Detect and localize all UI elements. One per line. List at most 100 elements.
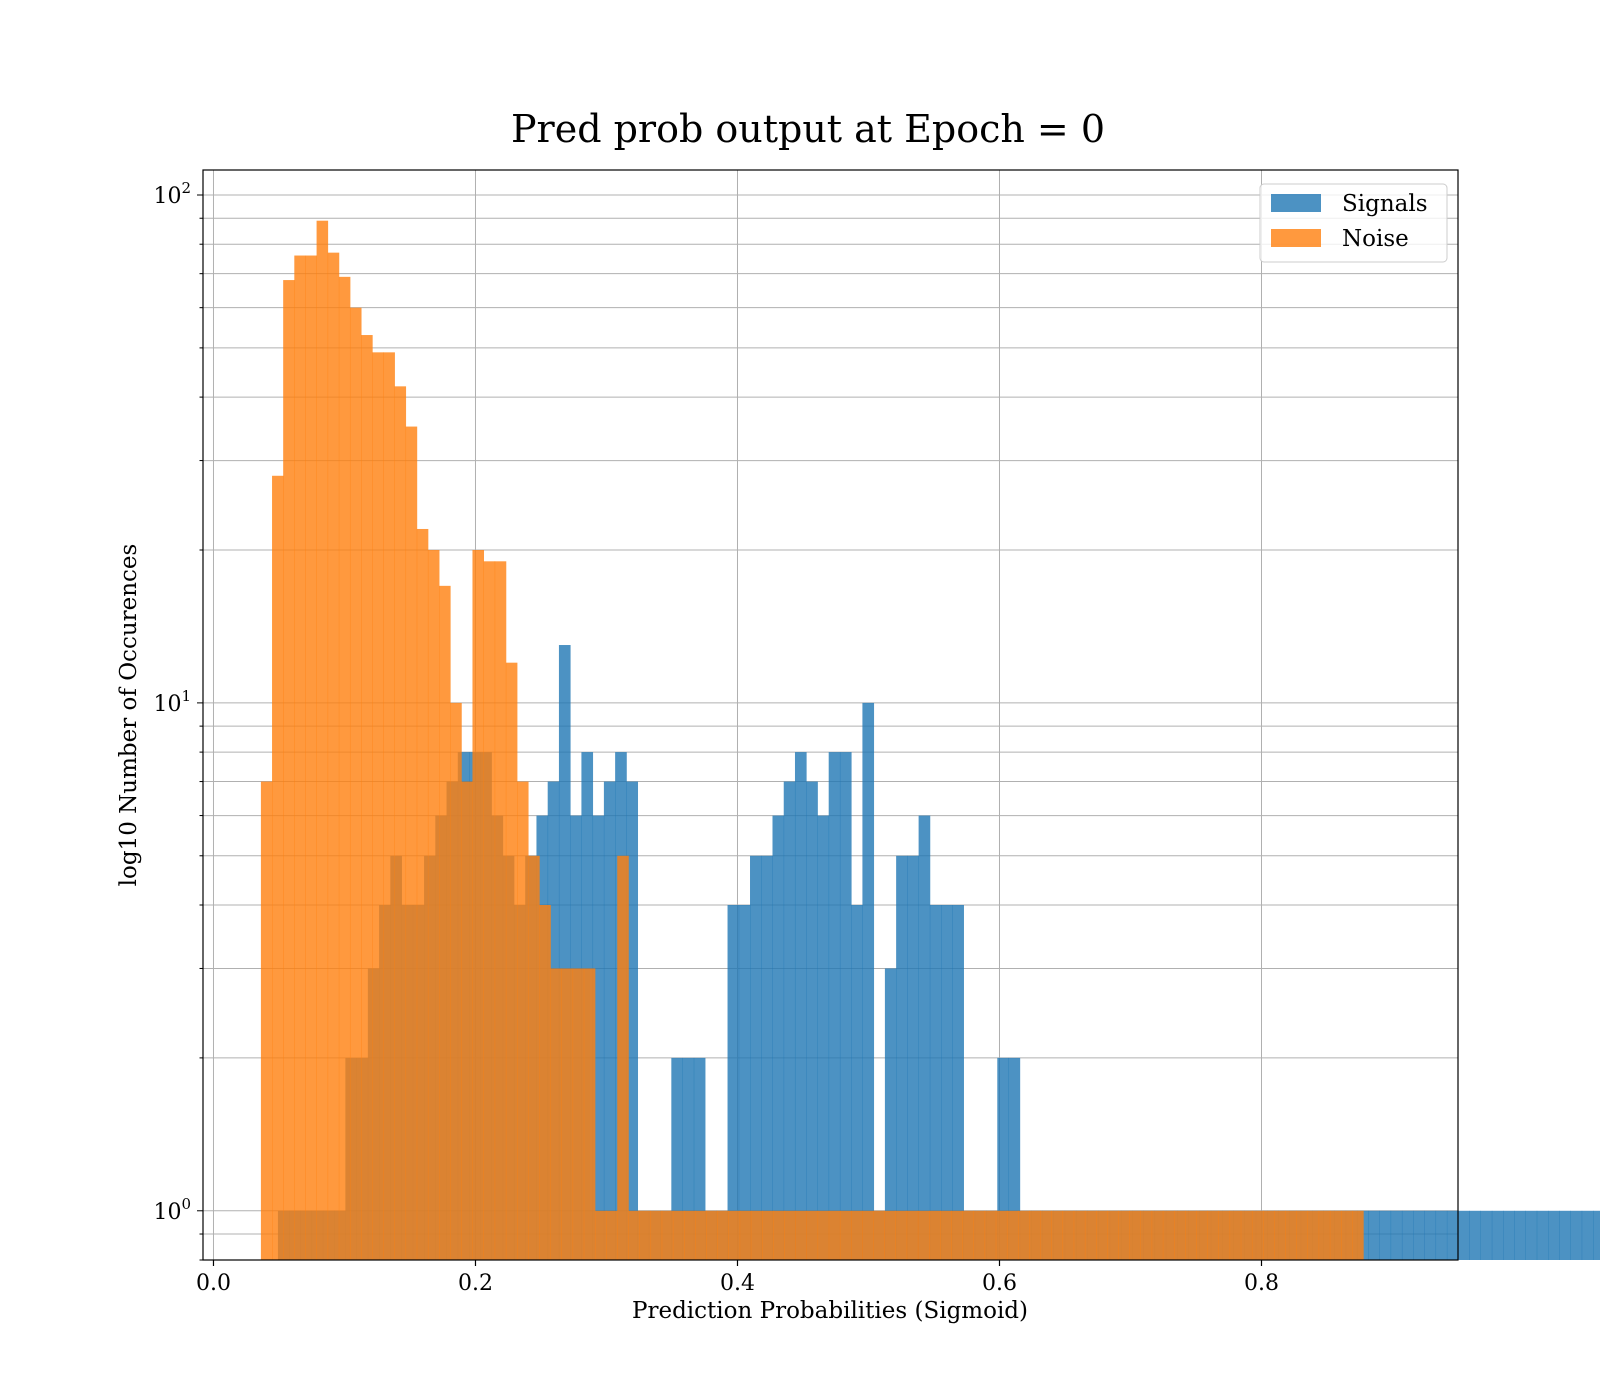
signals-bar <box>1008 1057 1021 1260</box>
noise-bar <box>1151 1210 1164 1260</box>
noise-bar <box>405 426 418 1260</box>
noise-bar <box>1274 1210 1286 1260</box>
noise-bar <box>1051 1210 1064 1260</box>
noise-bar <box>1162 1210 1175 1260</box>
signals-bar <box>884 968 897 1260</box>
signals-bar <box>929 904 942 1260</box>
noise-bar <box>839 1210 852 1260</box>
noise-bar <box>361 335 373 1260</box>
noise-bar <box>650 1210 663 1260</box>
signals-bar <box>1368 1210 1380 1260</box>
signals-bar <box>794 752 807 1260</box>
noise-bar <box>472 549 485 1260</box>
noise-bar <box>1006 1210 1019 1260</box>
noise-bar <box>1185 1210 1197 1260</box>
x-tick-label: 0.6 <box>982 1271 1017 1296</box>
noise-bar <box>706 1210 718 1260</box>
noise-bar <box>672 1210 685 1260</box>
signals-bar <box>918 815 931 1260</box>
noise-bar <box>773 1210 785 1260</box>
signals-bar <box>1458 1210 1470 1260</box>
noise-bar <box>461 781 473 1260</box>
legend-signals-label: Signals <box>1342 191 1428 217</box>
noise-bar <box>951 1210 963 1260</box>
noise-bar <box>1118 1210 1130 1260</box>
noise-bar <box>1018 1210 1030 1260</box>
noise-bar <box>1285 1210 1297 1260</box>
signals-bar <box>693 1057 706 1260</box>
noise-bar <box>594 1210 607 1260</box>
signals-bar <box>761 855 773 1260</box>
y-axis-ticks: 100 101 102 <box>153 179 203 1261</box>
noise-bar <box>750 1210 763 1260</box>
signals-bar <box>682 1057 695 1260</box>
noise-bar <box>862 1210 874 1260</box>
signals-bar <box>1401 1210 1414 1260</box>
noise-bars <box>260 220 1364 1261</box>
signals-bar <box>806 781 818 1260</box>
noise-bar <box>695 1210 707 1260</box>
noise-bar <box>1107 1210 1119 1260</box>
signals-bar <box>738 904 751 1260</box>
noise-bar <box>684 1210 696 1260</box>
signals-bar <box>592 815 605 1260</box>
signals-bar <box>1536 1210 1549 1260</box>
noise-bar <box>795 1210 807 1260</box>
noise-bar <box>260 781 273 1260</box>
noise-bar <box>283 280 295 1260</box>
noise-bar <box>1218 1210 1231 1260</box>
noise-bar <box>272 475 284 1260</box>
noise-bar <box>1040 1210 1052 1260</box>
noise-bar <box>316 220 329 1261</box>
noise-bar <box>483 561 496 1260</box>
signals-bar <box>1514 1210 1526 1260</box>
noise-bar <box>828 1210 841 1260</box>
signals-bar <box>1379 1210 1392 1260</box>
signals-bar <box>727 904 740 1260</box>
x-tick-label: 0.2 <box>458 1271 493 1296</box>
signals-bar <box>817 815 830 1260</box>
signals-bar <box>1548 1210 1560 1260</box>
chart-title: Pred prob output at Epoch = 0 <box>511 107 1105 151</box>
noise-bar <box>784 1210 796 1260</box>
noise-bar <box>1140 1210 1153 1260</box>
noise-bar <box>1307 1210 1320 1260</box>
axes-frame <box>202 169 1459 1261</box>
noise-bar <box>639 1210 652 1260</box>
noise-bar <box>1352 1210 1364 1260</box>
noise-bar <box>873 1210 885 1260</box>
signals-bar <box>1503 1210 1515 1260</box>
noise-bar <box>349 307 362 1260</box>
noise-bar <box>806 1210 819 1260</box>
signals-bar <box>862 702 875 1260</box>
noise-bar <box>327 252 340 1260</box>
noise-bar <box>973 1210 986 1260</box>
noise-bar <box>539 904 551 1260</box>
signals-bar <box>1581 1210 1594 1260</box>
signals-bar <box>1413 1210 1425 1260</box>
signals-bar <box>1593 1210 1600 1260</box>
noise-bar <box>962 1210 974 1260</box>
noise-bar <box>1240 1210 1253 1260</box>
noise-bar <box>394 386 407 1261</box>
x-tick-label: 0.8 <box>1244 1271 1279 1296</box>
noise-bar <box>583 968 596 1260</box>
noise-bar <box>450 702 462 1260</box>
signals-bar <box>603 781 616 1260</box>
x-tick-label: 0.4 <box>720 1271 755 1296</box>
y-axis-label: log10 Number of Occurences <box>116 544 142 887</box>
signals-bar <box>997 1057 1009 1260</box>
noise-bar <box>906 1210 919 1260</box>
noise-bar <box>851 1210 863 1260</box>
x-axis-ticks: 0.0 0.2 0.4 0.6 0.8 <box>196 1260 1279 1296</box>
signals-bar <box>1469 1210 1482 1260</box>
signals-bar <box>783 781 796 1260</box>
signals-bar <box>1446 1210 1459 1260</box>
noise-bar <box>1251 1210 1264 1260</box>
noise-bar <box>517 781 529 1260</box>
noise-bar <box>1129 1210 1141 1260</box>
noise-bar <box>372 352 384 1261</box>
noise-bar <box>294 255 306 1261</box>
noise-bar <box>661 1210 674 1260</box>
noise-bar <box>628 1210 640 1260</box>
